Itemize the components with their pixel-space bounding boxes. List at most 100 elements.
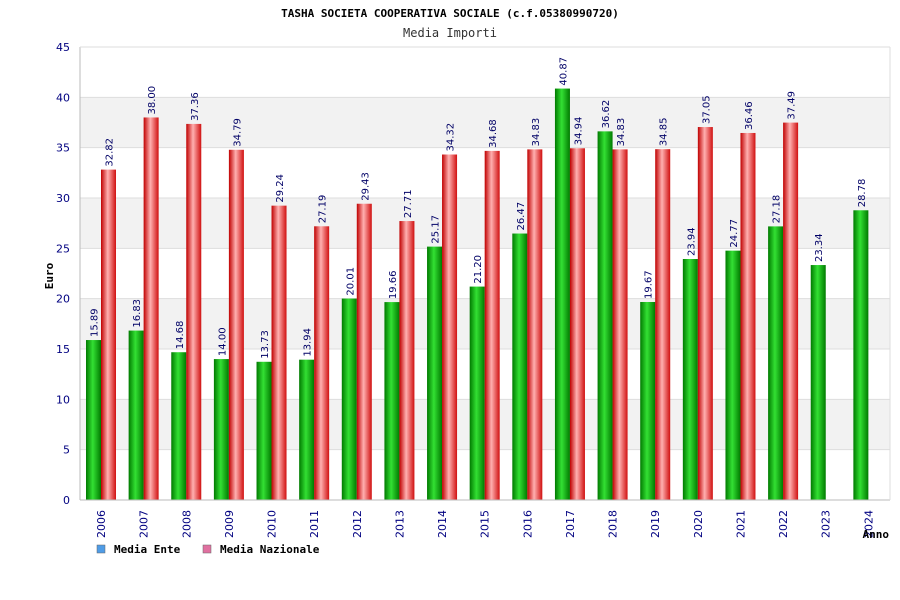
bar-value-label: 36.62	[601, 100, 612, 129]
bar-value-label: 34.32	[446, 123, 457, 152]
bar-media-ente	[768, 226, 784, 500]
legend-label: Media Nazionale	[220, 543, 320, 556]
bar-media-nazionale	[740, 132, 756, 500]
bar-value-label: 16.83	[132, 299, 143, 328]
x-tick-label: 2010	[266, 510, 279, 538]
bar-media-nazionale	[612, 149, 628, 501]
bar-value-label: 23.94	[686, 227, 697, 256]
x-tick-label: 2024	[862, 510, 875, 538]
y-tick-label: 20	[56, 293, 70, 306]
legend-swatch	[202, 544, 212, 554]
bar-media-ente	[725, 250, 741, 500]
bar-media-ente	[597, 131, 613, 500]
y-tick-label: 40	[56, 91, 70, 104]
bar-value-label: 27.19	[318, 195, 329, 224]
x-axis-label: Anno	[863, 528, 890, 541]
bar-media-nazionale	[101, 169, 116, 500]
y-tick-label: 35	[56, 142, 70, 155]
bar-media-ente	[682, 259, 698, 500]
bar-value-label: 24.77	[729, 219, 740, 248]
bar-media-ente	[341, 298, 357, 500]
bar-value-label: 19.66	[388, 270, 399, 299]
bar-media-ente	[512, 233, 528, 500]
x-tick-label: 2011	[308, 510, 321, 538]
bar-value-label: 32.82	[105, 138, 116, 167]
bar-media-ente	[427, 246, 443, 500]
bar-value-label: 34.85	[659, 118, 670, 147]
y-tick-label: 25	[56, 242, 70, 255]
legend-swatch	[96, 544, 106, 554]
bar-media-ente	[128, 330, 144, 500]
bar-value-label: 37.36	[190, 92, 201, 121]
bar-value-label: 28.78	[857, 179, 868, 208]
x-tick-label: 2019	[649, 510, 662, 538]
x-tick-label: 2012	[351, 510, 364, 538]
bar-media-ente	[469, 286, 485, 500]
bar-media-ente	[853, 210, 869, 501]
bar-value-label: 37.05	[701, 95, 712, 124]
bar-media-ente	[256, 361, 272, 500]
chart-title: TASHA SOCIETA COOPERATIVA SOCIALE (c.f.0…	[281, 7, 619, 20]
bar-media-ente	[384, 302, 400, 500]
bar-value-label: 20.01	[345, 267, 356, 296]
bar-value-label: 19.67	[644, 270, 655, 299]
y-axis-label: Euro	[43, 262, 56, 289]
bar-value-label: 34.79	[232, 118, 243, 147]
bar-value-label: 23.34	[814, 233, 825, 262]
bar-value-label: 38.00	[147, 86, 158, 115]
legend-label: Media Ente	[114, 543, 181, 556]
bar-value-label: 34.68	[488, 119, 499, 148]
y-tick-labels: 0 5 10 15 20 25 30 35 40 45	[56, 41, 70, 507]
bar-media-nazionale	[484, 150, 500, 500]
x-tick-label: 2016	[521, 510, 534, 538]
x-tick-label: 2015	[479, 510, 492, 538]
plot-band	[80, 47, 890, 98]
bar-media-ente	[171, 352, 187, 500]
x-tick-label: 2009	[223, 510, 236, 538]
y-tick-label: 15	[56, 343, 70, 356]
bar-media-nazionale	[569, 148, 585, 500]
bar-value-label: 14.68	[175, 321, 186, 350]
y-tick-label: 30	[56, 192, 70, 205]
bar-media-ente	[640, 301, 656, 500]
x-tick-label: 2006	[95, 510, 108, 538]
bar-media-nazionale	[399, 221, 415, 500]
x-tick-label: 2021	[734, 510, 747, 538]
y-tick-label: 0	[63, 494, 70, 507]
bar-value-label: 37.49	[787, 91, 798, 120]
bar-media-nazionale	[442, 154, 458, 500]
bar-value-label: 29.43	[360, 172, 371, 201]
bar-media-nazionale	[697, 127, 713, 500]
bar-media-ente	[810, 265, 826, 500]
chart-subtitle: Media Importi	[403, 26, 497, 40]
x-tick-label: 2007	[138, 510, 151, 538]
plot-band	[80, 97, 890, 148]
bar-value-label: 34.94	[573, 117, 584, 146]
bar-media-nazionale	[143, 117, 159, 500]
bar-media-nazionale	[356, 203, 372, 500]
bar-media-nazionale	[655, 149, 671, 500]
legend: Media Ente Media Nazionale	[96, 543, 320, 556]
bar-media-ente	[554, 88, 570, 501]
bar-media-nazionale	[783, 122, 799, 500]
bar-value-label: 13.73	[260, 330, 271, 359]
bar-media-nazionale	[271, 205, 287, 500]
x-tick-label: 2018	[607, 510, 620, 538]
bar-media-nazionale	[527, 149, 543, 501]
bar-value-label: 21.20	[473, 255, 484, 284]
bar-value-label: 15.89	[90, 308, 101, 337]
bar-value-label: 34.83	[531, 118, 542, 147]
bar-media-nazionale	[314, 226, 330, 500]
bars	[86, 88, 869, 501]
bar-value-label: 27.71	[403, 189, 414, 218]
x-tick-label: 2022	[777, 510, 790, 538]
bar-value-label: 26.47	[516, 202, 527, 231]
y-tick-label: 45	[56, 41, 70, 54]
x-tick-labels: 2006 2007 2008 2009 2010 2011 2012 2013 2014 2015…	[95, 510, 875, 538]
bar-media-nazionale	[228, 149, 244, 500]
bar-value-label: 27.18	[772, 195, 783, 224]
x-tick-label: 2013	[393, 510, 406, 538]
x-tick-label: 2017	[564, 510, 577, 538]
bar-value-label: 29.24	[275, 174, 286, 203]
